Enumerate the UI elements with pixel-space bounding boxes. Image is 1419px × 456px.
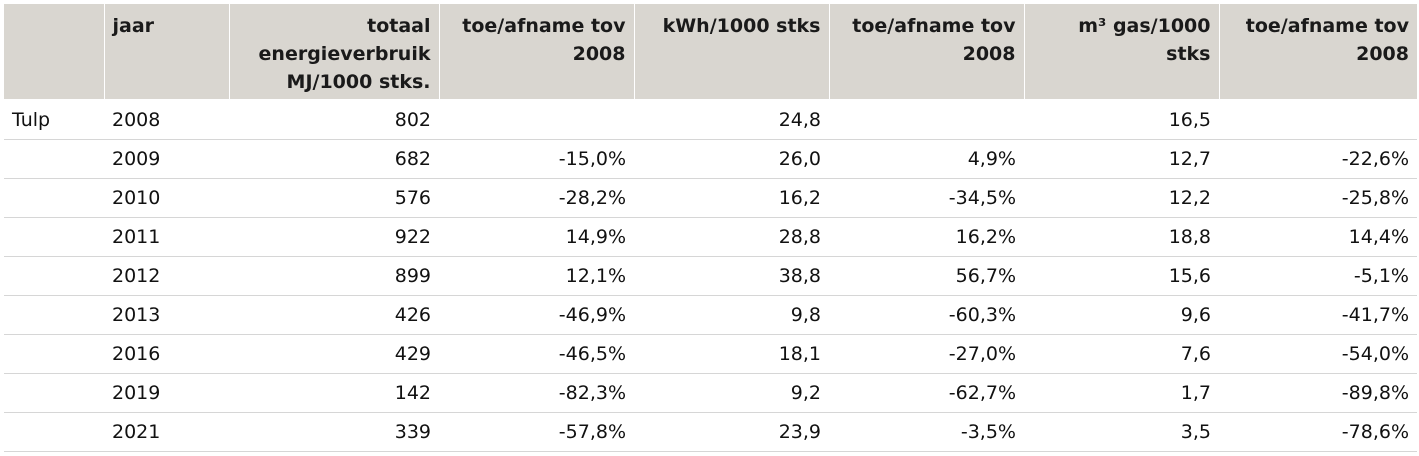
table-body: Tulp 2008 802 24,8 16,5 2009 682 -15,0% …: [4, 99, 1417, 452]
cell-total-energy: 576: [229, 178, 439, 218]
cell-kwh-change: [829, 99, 1024, 140]
cell-total-change: -28,2%: [439, 178, 634, 218]
table-row: 2009 682 -15,0% 26,0 4,9% 12,7 -22,6%: [4, 139, 1417, 179]
cell-kwh-change: 4,9%: [829, 139, 1024, 179]
cell-crop: [4, 412, 104, 452]
cell-crop: Tulp: [4, 99, 104, 140]
cell-year: 2009: [104, 139, 229, 179]
table-row: 2010 576 -28,2% 16,2 -34,5% 12,2 -25,8%: [4, 178, 1417, 218]
cell-year: 2008: [104, 99, 229, 140]
cell-gas-change: -41,7%: [1219, 295, 1417, 335]
cell-gas: 16,5: [1024, 99, 1219, 140]
cell-gas-change: [1219, 99, 1417, 140]
cell-kwh-change: -3,5%: [829, 412, 1024, 452]
cell-gas: 1,7: [1024, 373, 1219, 413]
table-row: 2016 429 -46,5% 18,1 -27,0% 7,6 -54,0%: [4, 334, 1417, 374]
cell-kwh: 28,8: [634, 217, 829, 257]
cell-gas-change: -25,8%: [1219, 178, 1417, 218]
table-header: jaar totaal energieverbruik MJ/1000 stks…: [4, 4, 1417, 100]
cell-gas-change: 14,4%: [1219, 217, 1417, 257]
cell-kwh-change: -27,0%: [829, 334, 1024, 374]
cell-total-energy: 142: [229, 373, 439, 413]
header-crop: [4, 4, 105, 100]
cell-gas-change: -89,8%: [1219, 373, 1417, 413]
cell-year: 2012: [104, 256, 229, 296]
cell-gas-change: -22,6%: [1219, 139, 1417, 179]
cell-kwh: 18,1: [634, 334, 829, 374]
energy-consumption-table: jaar totaal energieverbruik MJ/1000 stks…: [4, 4, 1417, 452]
cell-gas-change: -54,0%: [1219, 334, 1417, 374]
cell-total-energy: 339: [229, 412, 439, 452]
table-row: 2011 922 14,9% 28,8 16,2% 18,8 14,4%: [4, 217, 1417, 257]
cell-gas: 9,6: [1024, 295, 1219, 335]
header-year: jaar: [104, 4, 230, 100]
header-kwh: kWh/1000 stks: [634, 4, 830, 100]
cell-total-change: -46,5%: [439, 334, 634, 374]
header-gas-change: toe/afname tov 2008: [1245, 15, 1409, 65]
cell-total-change: -82,3%: [439, 373, 634, 413]
cell-kwh: 9,8: [634, 295, 829, 335]
cell-total-energy: 682: [229, 139, 439, 179]
cell-total-change: [439, 99, 634, 140]
cell-total-energy: 922: [229, 217, 439, 257]
cell-crop: [4, 139, 104, 179]
cell-year: 2016: [104, 334, 229, 374]
table-row: 2021 339 -57,8% 23,9 -3,5% 3,5 -78,6%: [4, 412, 1417, 452]
cell-gas: 12,7: [1024, 139, 1219, 179]
table-row: 2019 142 -82,3% 9,2 -62,7% 1,7 -89,8%: [4, 373, 1417, 413]
cell-year: 2021: [104, 412, 229, 452]
cell-gas: 3,5: [1024, 412, 1219, 452]
cell-total-energy: 802: [229, 99, 439, 140]
cell-crop: [4, 373, 104, 413]
cell-kwh: 24,8: [634, 99, 829, 140]
cell-crop: [4, 295, 104, 335]
cell-kwh: 9,2: [634, 373, 829, 413]
table-row: 2013 426 -46,9% 9,8 -60,3% 9,6 -41,7%: [4, 295, 1417, 335]
cell-kwh-change: 16,2%: [829, 217, 1024, 257]
cell-crop: [4, 334, 104, 374]
header-gas: m³ gas/1000 stks: [1024, 4, 1220, 100]
cell-total-change: -57,8%: [439, 412, 634, 452]
cell-total-change: -15,0%: [439, 139, 634, 179]
cell-total-energy: 429: [229, 334, 439, 374]
cell-kwh-change: 56,7%: [829, 256, 1024, 296]
cell-year: 2011: [104, 217, 229, 257]
cell-kwh-change: -34,5%: [829, 178, 1024, 218]
cell-gas: 18,8: [1024, 217, 1219, 257]
cell-year: 2013: [104, 295, 229, 335]
table-row: Tulp 2008 802 24,8 16,5: [4, 99, 1417, 140]
cell-gas: 15,6: [1024, 256, 1219, 296]
cell-gas: 12,2: [1024, 178, 1219, 218]
cell-kwh: 26,0: [634, 139, 829, 179]
cell-kwh: 38,8: [634, 256, 829, 296]
cell-total-change: 12,1%: [439, 256, 634, 296]
table-row: 2012 899 12,1% 38,8 56,7% 15,6 -5,1%: [4, 256, 1417, 296]
cell-total-change: -46,9%: [439, 295, 634, 335]
cell-kwh-change: -62,7%: [829, 373, 1024, 413]
cell-year: 2010: [104, 178, 229, 218]
cell-gas-change: -78,6%: [1219, 412, 1417, 452]
cell-year: 2019: [104, 373, 229, 413]
cell-crop: [4, 217, 104, 257]
cell-total-energy: 426: [229, 295, 439, 335]
cell-kwh: 23,9: [634, 412, 829, 452]
header-total-change: toe/afname tov 2008: [439, 4, 635, 100]
cell-total-energy: 899: [229, 256, 439, 296]
cell-gas-change: -5,1%: [1219, 256, 1417, 296]
cell-crop: [4, 178, 104, 218]
cell-total-change: 14,9%: [439, 217, 634, 257]
cell-gas: 7,6: [1024, 334, 1219, 374]
header-row: jaar totaal energieverbruik MJ/1000 stks…: [4, 4, 1417, 100]
cell-kwh: 16,2: [634, 178, 829, 218]
cell-kwh-change: -60,3%: [829, 295, 1024, 335]
header-kwh-change: toe/afname tov 2008: [829, 4, 1025, 100]
header-total-energy: totaal energieverbruik MJ/1000 stks.: [229, 4, 440, 100]
cell-crop: [4, 256, 104, 296]
